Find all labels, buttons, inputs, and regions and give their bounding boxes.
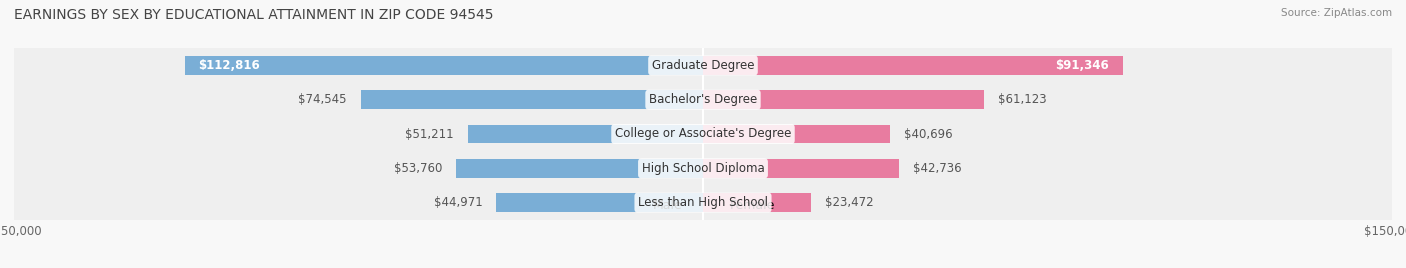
Bar — [14, 83, 1392, 117]
Bar — [496, 193, 703, 212]
Bar — [703, 56, 1122, 75]
Text: $40,696: $40,696 — [904, 128, 952, 140]
Text: $44,971: $44,971 — [434, 196, 482, 209]
Text: Source: ZipAtlas.com: Source: ZipAtlas.com — [1281, 8, 1392, 18]
Text: $53,760: $53,760 — [394, 162, 443, 175]
Bar — [468, 125, 703, 143]
Text: Bachelor's Degree: Bachelor's Degree — [650, 93, 756, 106]
Text: $23,472: $23,472 — [824, 196, 873, 209]
Bar — [14, 117, 1392, 151]
Bar — [703, 193, 811, 212]
Text: $42,736: $42,736 — [912, 162, 962, 175]
Text: $74,545: $74,545 — [298, 93, 347, 106]
Text: $91,346: $91,346 — [1054, 59, 1109, 72]
Text: Less than High School: Less than High School — [638, 196, 768, 209]
Bar — [184, 56, 703, 75]
Text: $112,816: $112,816 — [198, 59, 260, 72]
Bar — [703, 159, 900, 178]
Text: $61,123: $61,123 — [997, 93, 1046, 106]
Text: College or Associate's Degree: College or Associate's Degree — [614, 128, 792, 140]
Bar — [14, 48, 1392, 83]
Text: EARNINGS BY SEX BY EDUCATIONAL ATTAINMENT IN ZIP CODE 94545: EARNINGS BY SEX BY EDUCATIONAL ATTAINMEN… — [14, 8, 494, 22]
Bar — [360, 90, 703, 109]
Legend: Male, Female: Male, Female — [626, 194, 780, 217]
Bar — [703, 125, 890, 143]
Text: $51,211: $51,211 — [405, 128, 454, 140]
Bar — [14, 151, 1392, 185]
Bar — [14, 185, 1392, 220]
Bar — [703, 90, 984, 109]
Text: Graduate Degree: Graduate Degree — [652, 59, 754, 72]
Text: High School Diploma: High School Diploma — [641, 162, 765, 175]
Bar — [456, 159, 703, 178]
